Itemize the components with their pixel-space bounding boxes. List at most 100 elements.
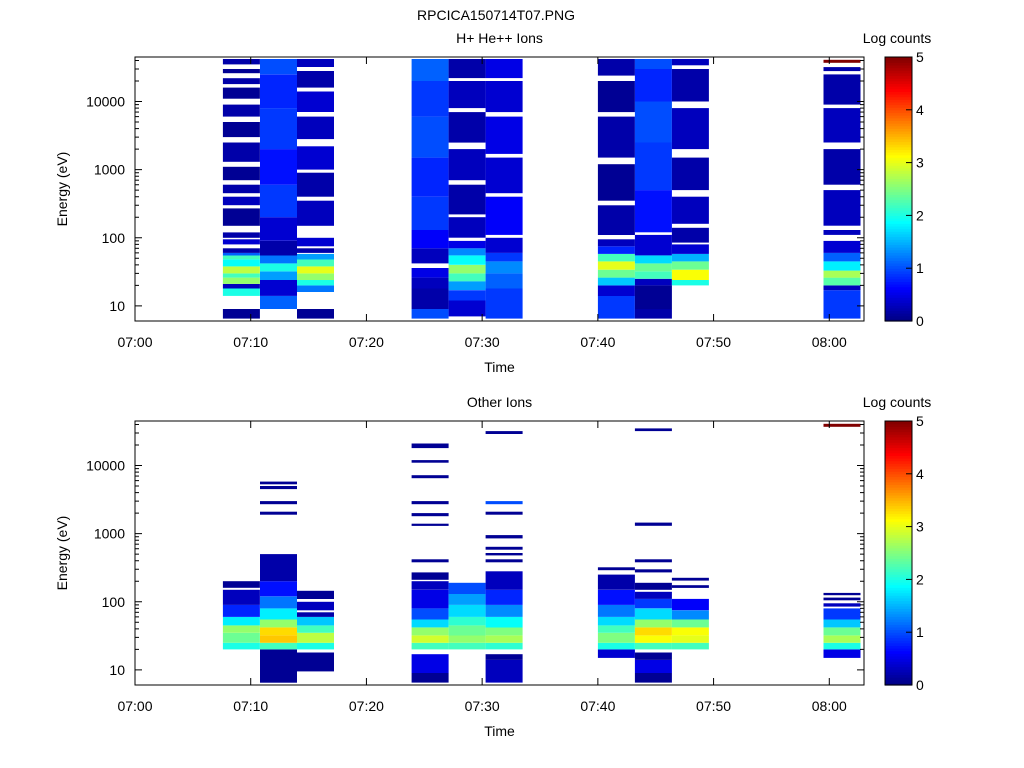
spectrogram-cell [634,234,672,256]
x-tick-label: 07:00 [117,698,152,714]
spectrogram-cell [485,116,523,154]
spectrogram-cell [411,635,449,643]
colorbar-swatch [885,247,912,251]
colorbar-swatch [885,481,912,485]
spectrogram-cell [823,423,861,427]
spectrogram-cell [260,649,297,683]
colorbar-swatch [885,183,912,187]
x-tick-label: 07:50 [696,334,731,350]
colorbar-swatch [885,505,912,509]
spectrogram-cell [448,273,486,282]
spectrogram-cell [485,627,523,636]
spectrogram-cell [222,283,260,289]
spectrogram-cell [411,230,449,249]
spectrogram-cell [222,166,260,181]
spectrogram-cell [671,269,709,280]
spectrogram-cell [671,108,709,150]
spectrogram-cell [222,273,260,278]
colorbar-swatch [885,297,912,301]
spectrogram-cell [823,635,861,643]
spectrogram-cell [485,546,523,550]
spectrogram-cell [485,659,523,683]
colorbar-swatch [885,273,912,277]
spectrogram-cell [634,627,672,636]
spectrogram-cell [823,240,861,253]
spectrogram-cell [260,263,297,272]
spectrogram-cell [823,285,861,291]
spectrogram-cell [448,635,486,643]
colorbar-swatch [885,553,912,557]
spectrogram-cell [297,253,334,260]
spectrogram-cell [823,642,861,650]
spectrogram-cell [297,200,334,226]
spectrogram-cell [260,596,297,609]
spectrogram-cell [634,428,672,432]
spectrogram-cell [222,196,260,206]
colorbar-swatch [885,444,912,448]
colorbar-swatch [885,619,912,623]
y-tick-label: 10000 [86,94,125,110]
spectrogram-cell [671,261,709,270]
colorbar-swatch [885,653,912,657]
colorbar-swatch [885,67,912,71]
colorbar-swatch [885,149,912,153]
colorbar-swatch [885,72,912,77]
spectrogram-cell [411,559,449,563]
colorbar-swatch [885,658,912,662]
colorbar-tick-label: 1 [916,260,924,276]
spectrogram-cell [634,598,672,609]
colorbar-swatch [885,431,912,435]
spectrogram-cell [260,581,297,597]
spectrogram-cell [411,627,449,636]
colorbar-swatch [885,241,912,246]
spectrogram-cell [411,81,449,117]
spectrogram-cell [634,591,672,599]
colorbar-swatch [885,442,912,446]
spectrogram-cell [297,71,334,88]
colorbar-swatch [885,611,912,615]
spectrogram-cell [260,481,297,485]
spectrogram-cell [634,101,672,143]
spectrogram-cell [634,619,672,628]
colorbar-swatch [885,231,912,235]
spectrogram-cell [448,149,486,181]
x-axis-label: Time [484,359,515,375]
spectrogram-cell [222,122,260,138]
colorbar-swatch [885,492,912,496]
colorbar-tick-label: 4 [916,102,924,118]
colorbar-swatch [885,144,912,148]
spectrogram-cell [448,616,486,626]
colorbar-swatch [885,154,912,158]
spectrogram-cell [222,642,260,650]
colorbar-swatch [885,629,912,633]
colorbar-swatch [885,518,912,522]
colorbar-swatch [885,125,912,129]
y-tick-label: 10000 [86,458,125,474]
colorbar-swatch [885,75,912,79]
spectrogram-cell [222,104,260,117]
colorbar-swatch [885,616,912,620]
colorbar-swatch [885,597,912,602]
colorbar-swatch [885,70,912,74]
colorbar-swatch [885,463,912,467]
spectrogram-cell [222,616,260,626]
colorbar-swatch [885,152,912,156]
x-tick-label: 07:20 [349,334,384,350]
x-tick-label: 08:00 [812,698,847,714]
spectrogram-cell [222,87,260,99]
spectrogram-cell [222,266,260,274]
colorbar-swatch [885,487,912,491]
colorbar-tick-label: 5 [916,413,924,429]
spectrogram-cell [411,572,449,580]
y-tick-label: 10 [109,662,125,678]
colorbar-swatch [885,558,912,562]
panel-title: H+ He++ Ions [456,30,543,46]
spectrogram-cell [448,300,486,317]
spectrogram-cell [634,271,672,279]
colorbar-swatch [885,650,912,654]
spectrogram-cell [597,295,635,319]
colorbar-tick-label: 0 [916,677,924,693]
spectrogram-cell [823,603,861,607]
spectrogram-cell [260,627,297,636]
colorbar-swatch [885,473,912,478]
